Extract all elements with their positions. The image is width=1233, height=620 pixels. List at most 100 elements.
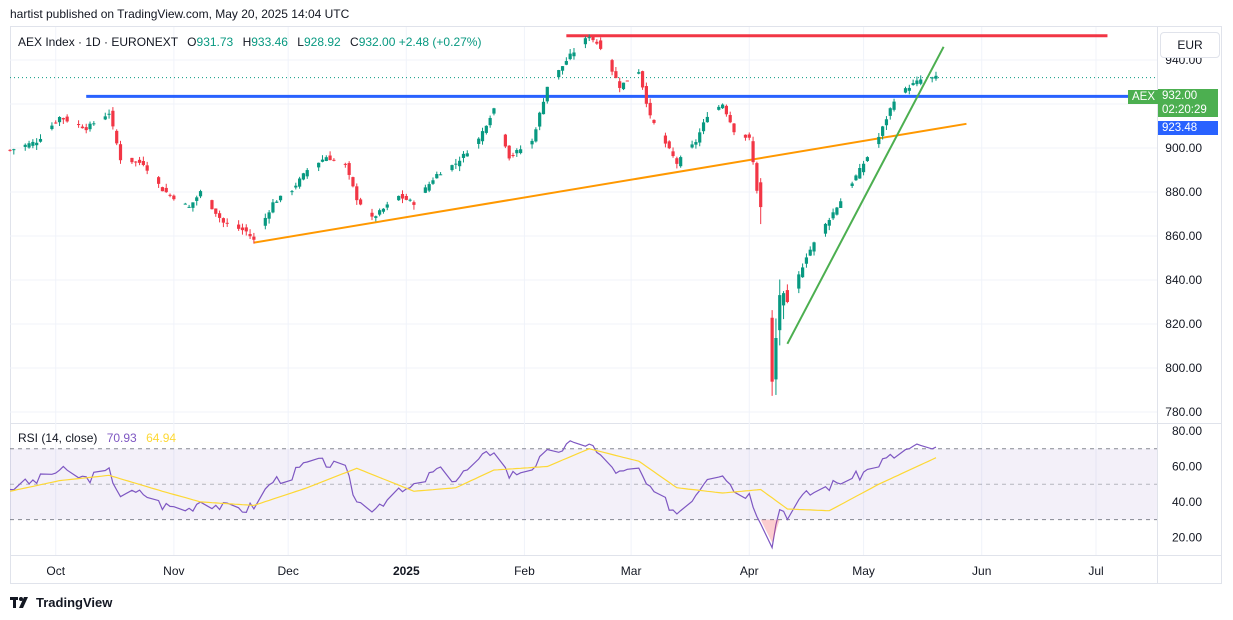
candle-body bbox=[332, 159, 336, 161]
candle-body bbox=[515, 150, 519, 154]
candle-body bbox=[244, 227, 248, 232]
candle-body bbox=[115, 130, 119, 144]
time-axis-label: Jun bbox=[972, 564, 991, 578]
candle-body bbox=[884, 119, 889, 126]
candle-body bbox=[545, 86, 549, 102]
tradingview-logo-icon bbox=[10, 596, 28, 608]
candle-body bbox=[381, 208, 386, 212]
candle-body bbox=[785, 290, 789, 302]
candle-body bbox=[157, 177, 161, 184]
candle-body bbox=[778, 295, 782, 331]
candle-body bbox=[271, 202, 275, 213]
candle-body bbox=[587, 37, 591, 39]
low-value: 928.92 bbox=[303, 35, 341, 49]
candle-body bbox=[519, 149, 523, 154]
candle-body bbox=[770, 317, 774, 382]
candle-body bbox=[610, 60, 614, 72]
candle-body bbox=[698, 132, 702, 143]
candle-body bbox=[732, 123, 736, 133]
candle-body bbox=[827, 220, 831, 226]
drawn-lines[interactable] bbox=[10, 34, 1157, 345]
tradingview-logo[interactable]: TradingView bbox=[10, 595, 112, 610]
price-axis-label: 880.00 bbox=[1165, 185, 1202, 199]
candle-body bbox=[92, 123, 96, 125]
tradingview-wordmark: TradingView bbox=[36, 595, 113, 610]
candle-body bbox=[618, 81, 622, 88]
candle-body bbox=[88, 123, 92, 130]
candle-body bbox=[583, 38, 588, 45]
candle-body bbox=[530, 140, 534, 145]
price-axis-label: 800.00 bbox=[1165, 361, 1202, 375]
candle-body bbox=[298, 178, 302, 187]
candle-body bbox=[492, 108, 496, 114]
candle-body bbox=[134, 161, 138, 163]
symbol-legend[interactable]: AEX Index · 1D · EURONEXT O931.73 H933.4… bbox=[18, 35, 481, 49]
candle-body bbox=[301, 173, 306, 180]
rsi-lines[interactable] bbox=[9, 440, 937, 550]
candle-body bbox=[458, 160, 462, 167]
price-axis-label: 860.00 bbox=[1165, 229, 1202, 243]
rsi-band-fill bbox=[10, 448, 1157, 520]
time-axis-label: Oct bbox=[46, 564, 65, 578]
rsi-oversold-fill bbox=[760, 519, 780, 543]
time-axis-label: Apr bbox=[740, 564, 759, 578]
candle-body bbox=[221, 218, 225, 223]
candle-body bbox=[804, 257, 809, 264]
candle-body bbox=[503, 134, 507, 147]
candle-body bbox=[743, 134, 748, 138]
rsi-legend[interactable]: RSI (14, close) 70.93 64.94 bbox=[18, 431, 176, 445]
candle-body bbox=[385, 204, 389, 208]
time-axis-label: 2025 bbox=[393, 564, 420, 578]
candle-body bbox=[65, 116, 69, 122]
candlesticks[interactable] bbox=[8, 34, 938, 396]
candle-body bbox=[54, 122, 58, 124]
candle-body bbox=[480, 131, 485, 142]
rsi-series-ma bbox=[9, 448, 937, 512]
time-axis-label: Nov bbox=[163, 564, 184, 578]
time-axis-label: Jul bbox=[1088, 564, 1103, 578]
rsi-ma-value: 64.94 bbox=[146, 431, 177, 445]
candle-body bbox=[930, 77, 934, 79]
candle-body bbox=[675, 158, 679, 164]
rsi-title[interactable]: RSI (14, close) bbox=[18, 431, 98, 445]
candle-body bbox=[450, 165, 454, 171]
candle-body bbox=[267, 212, 271, 219]
candle-body bbox=[907, 87, 911, 91]
currency-selector[interactable]: EUR bbox=[1160, 32, 1220, 58]
rsi-axis-label: 20.00 bbox=[1172, 530, 1202, 544]
candle-body bbox=[61, 118, 65, 120]
candle-body bbox=[903, 88, 908, 93]
candle-body bbox=[557, 70, 561, 78]
candle-body bbox=[720, 104, 725, 109]
candle-body bbox=[797, 274, 801, 289]
candle-body bbox=[507, 145, 511, 159]
candle-body bbox=[812, 242, 816, 252]
candle-body bbox=[694, 142, 698, 145]
time-axis-label: Mar bbox=[621, 564, 642, 578]
candle-body bbox=[679, 157, 683, 167]
grid bbox=[10, 27, 1157, 555]
price-axis-label: 780.00 bbox=[1165, 405, 1202, 419]
candle-body bbox=[191, 202, 195, 208]
candle-body bbox=[351, 177, 355, 187]
candle-body bbox=[663, 135, 668, 144]
candle-body bbox=[839, 201, 843, 208]
candle-body bbox=[461, 153, 466, 158]
candle-body bbox=[541, 101, 546, 115]
candle-body bbox=[172, 195, 176, 200]
change-value: +2.48 (+0.27%) bbox=[398, 35, 482, 49]
price-axis-label: 840.00 bbox=[1165, 273, 1202, 287]
low-label: L bbox=[297, 35, 304, 49]
symbol-title[interactable]: AEX Index · 1D · EURONEXT bbox=[18, 35, 178, 49]
candle-body bbox=[355, 186, 359, 201]
candle-body bbox=[717, 106, 721, 110]
blue-level-tag: 923.48 bbox=[1158, 121, 1218, 135]
time-axis-label: May bbox=[852, 564, 875, 578]
high-value: 933.46 bbox=[251, 35, 288, 49]
candle-body bbox=[728, 115, 732, 123]
candle-body bbox=[831, 212, 835, 219]
candle-body bbox=[76, 124, 81, 126]
time-axis-label: Feb bbox=[514, 564, 535, 578]
candle-body bbox=[858, 168, 862, 179]
